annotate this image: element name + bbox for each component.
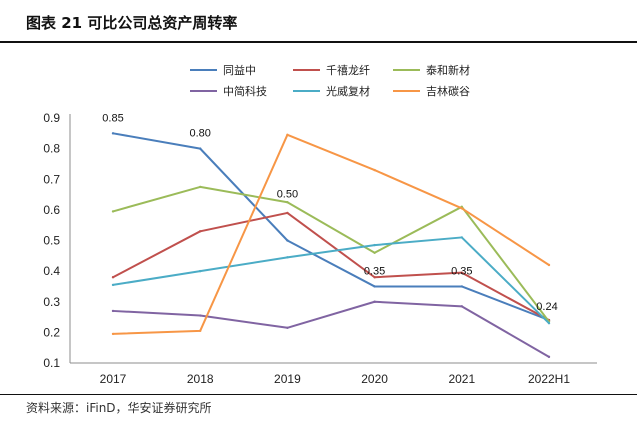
data-point [111, 210, 115, 213]
series-line [112, 133, 550, 335]
data-label: 0.35 [364, 265, 385, 277]
data-point [373, 276, 376, 279]
data-point [460, 207, 463, 210]
data-label: 0.50 [277, 189, 298, 201]
legend-label: 中简科技 [223, 84, 267, 98]
series-line [112, 300, 550, 358]
y-tick-label: 0.6 [43, 203, 60, 217]
data-point [199, 329, 202, 333]
data-label: 0.85 [102, 112, 123, 124]
series-line [112, 211, 550, 322]
data-point [286, 326, 289, 329]
data-point [460, 305, 463, 308]
chart-title: 图表 21 可比公司总资产周转率 [26, 14, 238, 32]
x-tick-label: 2022H1 [528, 372, 570, 386]
data-point [286, 133, 289, 137]
x-tick-label: 2017 [100, 372, 127, 386]
series-line [112, 236, 550, 324]
y-tick-label: 0.1 [43, 356, 60, 370]
data-point [547, 263, 551, 267]
legend-label: 同益中 [223, 63, 256, 77]
y-tick-label: 0.2 [43, 325, 60, 339]
x-tick-label: 2020 [361, 372, 388, 386]
data-point [460, 285, 463, 288]
data-point [373, 168, 376, 172]
legend-label: 光威复材 [326, 84, 370, 98]
x-tick-label: 2019 [274, 372, 301, 386]
data-point [373, 285, 376, 288]
data-point [547, 321, 551, 325]
data-point [199, 185, 202, 189]
legend-label: 泰和新材 [426, 63, 470, 77]
data-point [460, 236, 463, 239]
data-point [286, 201, 289, 204]
y-tick-label: 0.9 [43, 111, 60, 125]
data-label: 0.24 [536, 301, 557, 313]
x-tick-label: 2021 [448, 372, 475, 386]
y-tick-label: 0.5 [43, 234, 60, 248]
source-note: 资料来源：iFinD，华安证券研究所 [26, 401, 212, 415]
data-point [286, 211, 289, 215]
data-point [111, 309, 115, 313]
data-point [111, 132, 115, 135]
data-point [199, 269, 202, 273]
data-point [111, 283, 115, 287]
data-label: 0.35 [451, 265, 472, 277]
series-line [112, 132, 550, 322]
data-point [373, 251, 376, 254]
y-tick-label: 0.3 [43, 295, 60, 309]
data-point [199, 314, 202, 317]
data-point [111, 332, 115, 336]
source-divider [0, 394, 637, 395]
y-tick-label: 0.4 [43, 264, 60, 278]
data-point [373, 243, 376, 247]
title-divider [0, 41, 637, 43]
x-tick-label: 2018 [187, 372, 214, 386]
legend-label: 千禧龙纤 [326, 64, 370, 77]
data-point [199, 230, 202, 233]
y-tick-label: 0.8 [43, 142, 60, 156]
data-point [286, 239, 289, 242]
data-point [286, 256, 289, 259]
data-point [373, 300, 376, 303]
data-point [547, 355, 551, 359]
y-tick-label: 0.7 [43, 172, 60, 186]
legend-label: 吉林碳谷 [426, 84, 470, 98]
data-point [199, 147, 202, 150]
data-point [460, 271, 463, 274]
series-line [112, 185, 550, 323]
data-point [111, 276, 115, 279]
data-label: 0.80 [189, 128, 210, 140]
